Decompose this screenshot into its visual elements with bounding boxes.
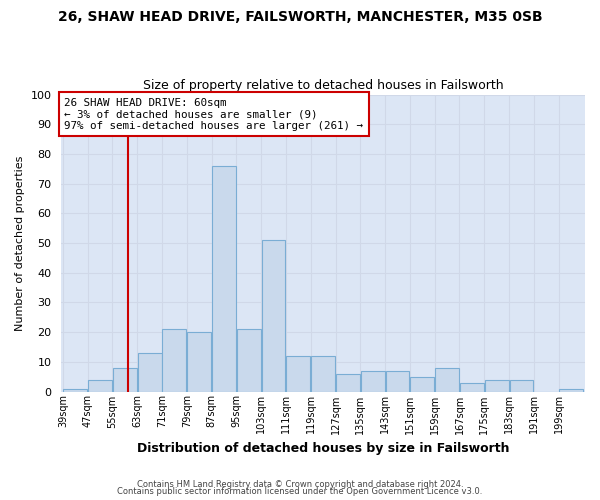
Bar — [237, 329, 260, 392]
Bar — [63, 388, 87, 392]
Bar — [113, 368, 137, 392]
Bar — [485, 380, 509, 392]
Bar — [137, 353, 161, 392]
Bar — [311, 356, 335, 392]
Y-axis label: Number of detached properties: Number of detached properties — [15, 156, 25, 330]
Text: Contains public sector information licensed under the Open Government Licence v3: Contains public sector information licen… — [118, 487, 482, 496]
Bar — [187, 332, 211, 392]
Bar — [88, 380, 112, 392]
Bar — [336, 374, 360, 392]
Bar — [435, 368, 459, 392]
Bar — [163, 329, 187, 392]
X-axis label: Distribution of detached houses by size in Failsworth: Distribution of detached houses by size … — [137, 442, 509, 455]
Bar — [559, 388, 583, 392]
Bar — [361, 370, 385, 392]
Text: 26 SHAW HEAD DRIVE: 60sqm
← 3% of detached houses are smaller (9)
97% of semi-de: 26 SHAW HEAD DRIVE: 60sqm ← 3% of detach… — [64, 98, 364, 130]
Bar — [410, 376, 434, 392]
Text: Contains HM Land Registry data © Crown copyright and database right 2024.: Contains HM Land Registry data © Crown c… — [137, 480, 463, 489]
Title: Size of property relative to detached houses in Failsworth: Size of property relative to detached ho… — [143, 79, 503, 92]
Bar — [386, 370, 409, 392]
Bar — [286, 356, 310, 392]
Bar — [212, 166, 236, 392]
Bar — [460, 382, 484, 392]
Bar — [262, 240, 286, 392]
Bar — [509, 380, 533, 392]
Text: 26, SHAW HEAD DRIVE, FAILSWORTH, MANCHESTER, M35 0SB: 26, SHAW HEAD DRIVE, FAILSWORTH, MANCHES… — [58, 10, 542, 24]
